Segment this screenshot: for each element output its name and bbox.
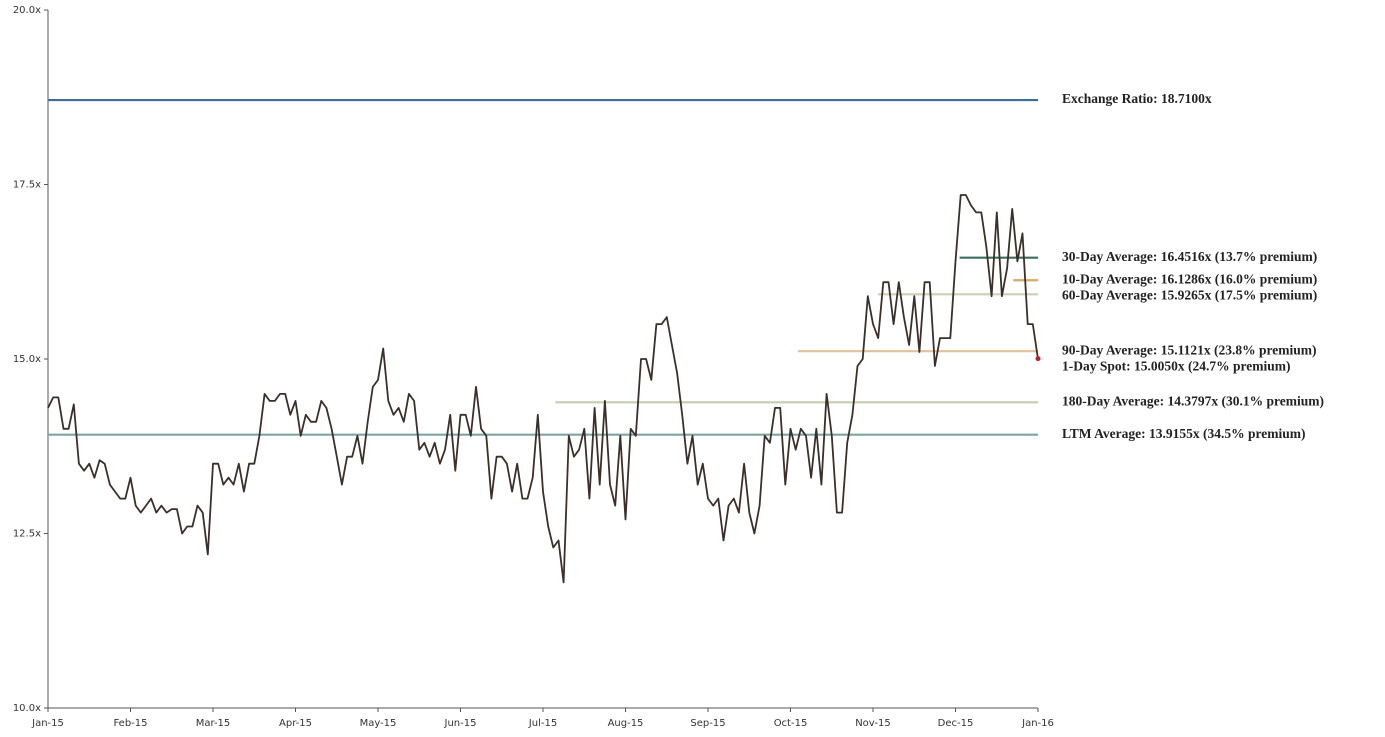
x-tick-label: May-15 (360, 718, 397, 729)
spot-marker (1035, 356, 1041, 362)
reference-label: 90-Day Average: 15.1121x (23.8% premium) (1062, 342, 1316, 357)
x-tick-label: Apr-15 (279, 718, 312, 729)
x-tick-label: Oct-15 (774, 718, 808, 729)
x-tick-label: Jan-16 (1021, 718, 1054, 729)
y-tick-label: 15.0x (13, 354, 41, 365)
reference-label: 60-Day Average: 15.9265x (17.5% premium) (1062, 287, 1317, 302)
x-tick-label: Jan-15 (31, 718, 64, 729)
x-tick-label: Feb-15 (113, 718, 147, 729)
reference-label: LTM Average: 13.9155x (34.5% premium) (1062, 426, 1305, 441)
x-tick-label: Sep-15 (690, 718, 725, 729)
y-tick-label: 17.5x (13, 180, 41, 191)
series-line (47, 194, 1039, 584)
y-tick-label: 20.0x (13, 5, 41, 16)
x-tick-label: Nov-15 (855, 718, 891, 729)
x-tick-label: Jul-15 (528, 718, 557, 729)
x-tick-label: Aug-15 (608, 718, 644, 729)
reference-label: Exchange Ratio: 18.7100x (1062, 91, 1212, 106)
reference-label: 30-Day Average: 16.4516x (13.7% premium) (1062, 249, 1317, 264)
y-tick-label: 12.5x (13, 529, 41, 540)
reference-label: 10-Day Average: 16.1286x (16.0% premium) (1062, 271, 1317, 286)
x-tick-label: Jun-15 (444, 718, 477, 729)
x-tick-label: Mar-15 (196, 718, 231, 729)
reference-label: 180-Day Average: 14.3797x (30.1% premium… (1062, 393, 1324, 408)
reference-label: 1-Day Spot: 15.0050x (24.7% premium) (1062, 358, 1291, 373)
y-tick-label: 10.0x (13, 703, 41, 714)
x-tick-label: Dec-15 (938, 718, 974, 729)
